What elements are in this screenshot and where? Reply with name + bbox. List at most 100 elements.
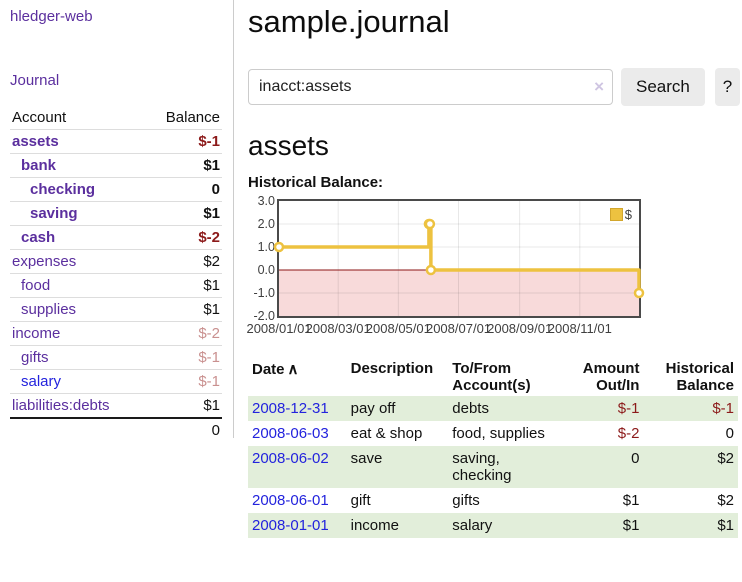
account-link[interactable]: cash (21, 229, 56, 246)
account-balance: $-1 (144, 369, 222, 394)
account-balance: $1 (144, 393, 222, 418)
account-link[interactable]: gifts (21, 349, 49, 366)
account-balance: $1 (144, 153, 222, 178)
x-axis-labels: 2008/01/01 2008/03/01 2008/05/01 2008/07/01… (246, 321, 639, 337)
account-balance: $-2 (144, 321, 222, 346)
legend-label: $ (624, 207, 632, 222)
amount-cell: $-2 (617, 425, 640, 442)
balance-cell: $2 (717, 492, 734, 509)
account-link[interactable]: assets (12, 133, 59, 150)
account-balance: $2 (144, 249, 222, 274)
sort-asc-icon: ∧ (287, 361, 299, 378)
balance-cell: $-1 (712, 400, 734, 417)
balance-cell: 0 (725, 425, 734, 442)
balance-cell: $1 (717, 517, 734, 534)
date-link[interactable]: 2008-06-01 (252, 492, 329, 509)
register-header-date: Date ∧ (252, 361, 299, 378)
account-link[interactable]: checking (30, 181, 96, 198)
amount-cell: 0 (631, 450, 640, 467)
clear-search-icon[interactable]: × (594, 77, 604, 96)
y-tick-label: 2.0 (257, 217, 275, 231)
amount-cell: $-1 (617, 400, 640, 417)
x-tick-label: 2008/03/01 (305, 321, 371, 336)
account-rows: assets $-1 bank $1 checking 0 saving $1 … (10, 129, 222, 418)
balance-cell: $2 (717, 450, 734, 467)
register-header-description: Description (350, 360, 434, 377)
y-axis-labels: 3.0 2.0 1.0 0.0 -1.0 -2.0 (248, 194, 275, 323)
account-link[interactable]: expenses (12, 253, 77, 270)
account-balance: $1 (144, 201, 222, 226)
date-link[interactable]: 2008-12-31 (252, 400, 329, 417)
chart-legend: $ (607, 206, 634, 223)
help-button[interactable]: ? (714, 68, 740, 106)
accounts-header-balance: Balance (165, 109, 220, 126)
amount-cell: $1 (622, 492, 640, 509)
date-link[interactable]: 2008-06-03 (252, 425, 329, 442)
tofrom-accounts-cell: salary (452, 517, 493, 534)
date-link[interactable]: 2008-06-02 (252, 450, 329, 467)
x-tick-label: 2008/11/01 (547, 321, 612, 336)
y-tick-label: 0.0 (257, 263, 275, 277)
account-row: bank $1 (10, 153, 222, 178)
y-tick-label: 3.0 (257, 194, 275, 208)
account-link[interactable]: saving (30, 205, 78, 222)
account-link[interactable]: supplies (21, 301, 77, 318)
y-tick-label: -2.0 (253, 309, 275, 323)
description-cell: gift (350, 492, 371, 509)
nav-journal-link[interactable]: Journal (10, 72, 60, 89)
tofrom-accounts-cell: gifts (452, 492, 480, 509)
register-header-balance: Historical Balance (665, 360, 734, 394)
search-button[interactable]: Search (621, 68, 705, 106)
account-balance: $-1 (144, 345, 222, 370)
tofrom-accounts-cell: saving, checking (452, 450, 512, 484)
account-balance: $1 (144, 297, 222, 322)
main-panel: sample.journal × Search ? assets Histori… (246, 0, 740, 538)
amount-cell: $1 (622, 517, 640, 534)
date-link[interactable]: 2008-01-01 (252, 517, 329, 534)
register-row: 2008-12-31 pay off debts $-1 $-1 (248, 396, 738, 421)
plot-area: $ (273, 199, 645, 318)
section-title: assets (248, 130, 329, 161)
account-row: food $1 (10, 273, 222, 298)
register-row: 2008-06-02 save saving, checking 0 $2 (248, 446, 738, 488)
search-bar: × Search ? (248, 68, 740, 106)
x-tick-label: 2008/07/01 (425, 321, 492, 336)
account-row: liabilities:debts $1 (10, 393, 222, 418)
account-row: assets $-1 (10, 129, 222, 154)
register-row: 2008-06-03 eat & shop food, supplies $-2… (248, 421, 738, 446)
account-link[interactable]: food (21, 277, 51, 294)
description-cell: income (350, 517, 399, 534)
register-rows: 2008-12-31 pay off debts $-1 $-1 2008-06… (248, 396, 738, 538)
account-row: cash $-2 (10, 225, 222, 250)
account-row: income $-2 (10, 321, 222, 346)
tofrom-accounts-cell: debts (452, 400, 489, 417)
account-row: salary $-1 (10, 369, 222, 394)
account-row: expenses $2 (10, 249, 222, 274)
account-balance: $1 (144, 273, 222, 298)
search-input[interactable] (248, 69, 613, 105)
description-cell: pay off (350, 400, 396, 417)
y-tick-label: -1.0 (253, 286, 275, 300)
accounts-header-account: Account (12, 109, 67, 126)
account-link[interactable]: liabilities:debts (12, 397, 110, 414)
account-link[interactable]: salary (21, 373, 62, 390)
x-tick-label: 2008/01/01 (246, 321, 312, 336)
page-title: sample.journal (248, 4, 450, 39)
register-table: Date ∧ Description To/From Account(s) Amo… (248, 358, 738, 538)
description-cell: save (350, 450, 383, 467)
account-balance: 0 (144, 177, 222, 202)
y-tick-label: 1.0 (257, 240, 275, 254)
chart-title: Historical Balance: (248, 174, 384, 191)
account-link[interactable]: bank (21, 157, 57, 174)
account-row: checking 0 (10, 177, 222, 202)
x-tick-label: 2008/05/01 (365, 321, 431, 336)
sidebar-divider (233, 0, 234, 438)
legend-swatch-icon (609, 208, 623, 221)
register-header-tofrom: To/From Account(s) (452, 360, 531, 394)
account-link[interactable]: income (12, 325, 61, 342)
accounts-total-value: 0 (144, 417, 222, 442)
sidebar: hledger-web Journal Account Balance asse… (0, 0, 233, 442)
account-row: supplies $1 (10, 297, 222, 322)
brand-link[interactable]: hledger-web (10, 8, 93, 25)
account-row: saving $1 (10, 201, 222, 226)
